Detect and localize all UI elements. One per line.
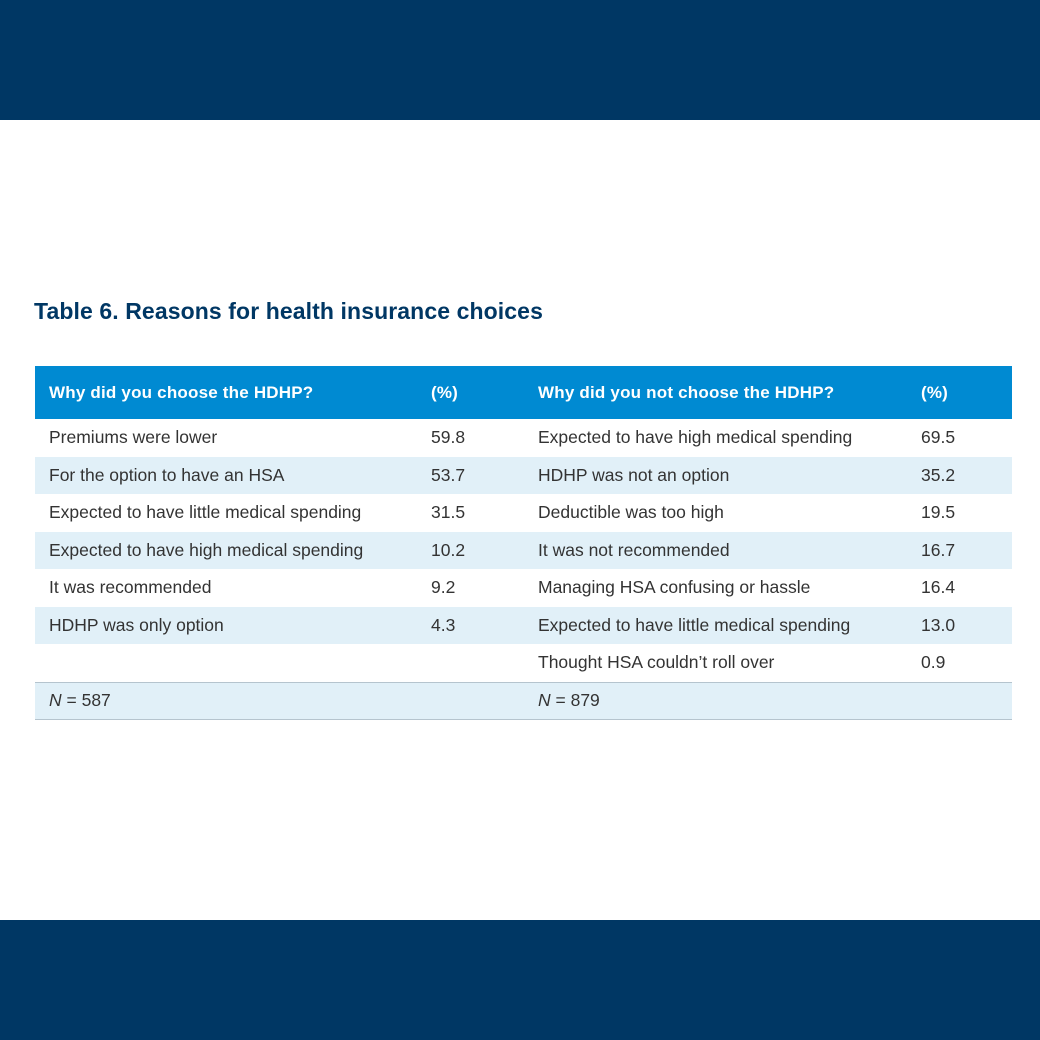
not-chose-sample-size: N = 879	[524, 681, 1012, 720]
not-chose-reason-cell: Expected to have high medical spending	[538, 427, 853, 448]
chose-reason-cell: Expected to have little medical spending	[49, 502, 362, 523]
n-symbol: N	[538, 690, 551, 710]
header-chose-reason: Why did you choose the HDHP?	[35, 366, 417, 419]
chose-percent-cell: 53.7	[417, 456, 524, 494]
table-row: For the option to have an HSA 53.7 HDHP …	[35, 456, 1012, 494]
chose-reason-cell: It was recommended	[49, 577, 212, 598]
reasons-table: Why did you choose the HDHP? (%) Why did…	[35, 366, 1012, 720]
not-chose-percent-cell: 19.5	[921, 502, 956, 523]
table-row: Expected to have high medical spending 1…	[35, 531, 1012, 569]
chose-sample-size: N = 587	[35, 681, 524, 720]
not-chose-reason-cell: Thought HSA couldn’t roll over	[538, 652, 775, 673]
table-row: Premiums were lower 59.8 Expected to hav…	[35, 419, 1012, 457]
table-row: HDHP was only option 4.3 Expected to hav…	[35, 606, 1012, 644]
not-chose-percent-cell: 13.0	[907, 606, 1012, 644]
chose-percent-cell: 59.8	[431, 427, 466, 448]
not-chose-reason-cell: It was not recommended	[524, 531, 907, 569]
not-chose-reason-cell: Deductible was too high	[538, 502, 724, 523]
chose-reason-cell: Premiums were lower	[49, 427, 218, 448]
table-title: Table 6. Reasons for health insurance ch…	[34, 298, 543, 324]
sample-size-row: N = 587 N = 879	[35, 681, 1012, 720]
not-chose-n-value: = 879	[550, 690, 600, 710]
not-chose-percent-cell: 0.9	[921, 652, 946, 673]
chose-reason-cell: For the option to have an HSA	[35, 456, 417, 494]
header-chose-percent: (%)	[417, 366, 524, 419]
chose-n-value: = 587	[61, 690, 111, 710]
chose-percent-cell	[417, 644, 524, 682]
not-chose-reason-cell: Expected to have little medical spending	[524, 606, 907, 644]
table-row: Expected to have little medical spending…	[35, 494, 1012, 532]
not-chose-percent-cell: 16.7	[907, 531, 1012, 569]
not-chose-percent-cell: 69.5	[921, 427, 956, 448]
chose-reason-cell: Expected to have high medical spending	[35, 531, 417, 569]
n-symbol: N	[49, 690, 62, 710]
chose-reason-cell	[35, 644, 417, 682]
not-chose-percent-cell: 16.4	[921, 577, 956, 598]
not-chose-percent-cell: 35.2	[907, 456, 1012, 494]
chose-percent-cell: 31.5	[431, 502, 466, 523]
chose-percent-cell: 10.2	[417, 531, 524, 569]
not-chose-reason-cell: HDHP was not an option	[524, 456, 907, 494]
chose-reason-cell: HDHP was only option	[35, 606, 417, 644]
table-header-row: Why did you choose the HDHP? (%) Why did…	[35, 366, 1012, 419]
table-row: Thought HSA couldn’t roll over 0.9	[35, 644, 1012, 682]
chose-percent-cell: 9.2	[431, 577, 456, 598]
chose-percent-cell: 4.3	[417, 606, 524, 644]
not-chose-reason-cell: Managing HSA confusing or hassle	[538, 577, 811, 598]
header-not-chose-reason: Why did you not choose the HDHP?	[524, 366, 907, 419]
bottom-banner	[0, 920, 1040, 1040]
table-row: It was recommended 9.2 Managing HSA conf…	[35, 569, 1012, 607]
top-banner	[0, 0, 1040, 120]
header-not-chose-percent: (%)	[907, 366, 1012, 419]
